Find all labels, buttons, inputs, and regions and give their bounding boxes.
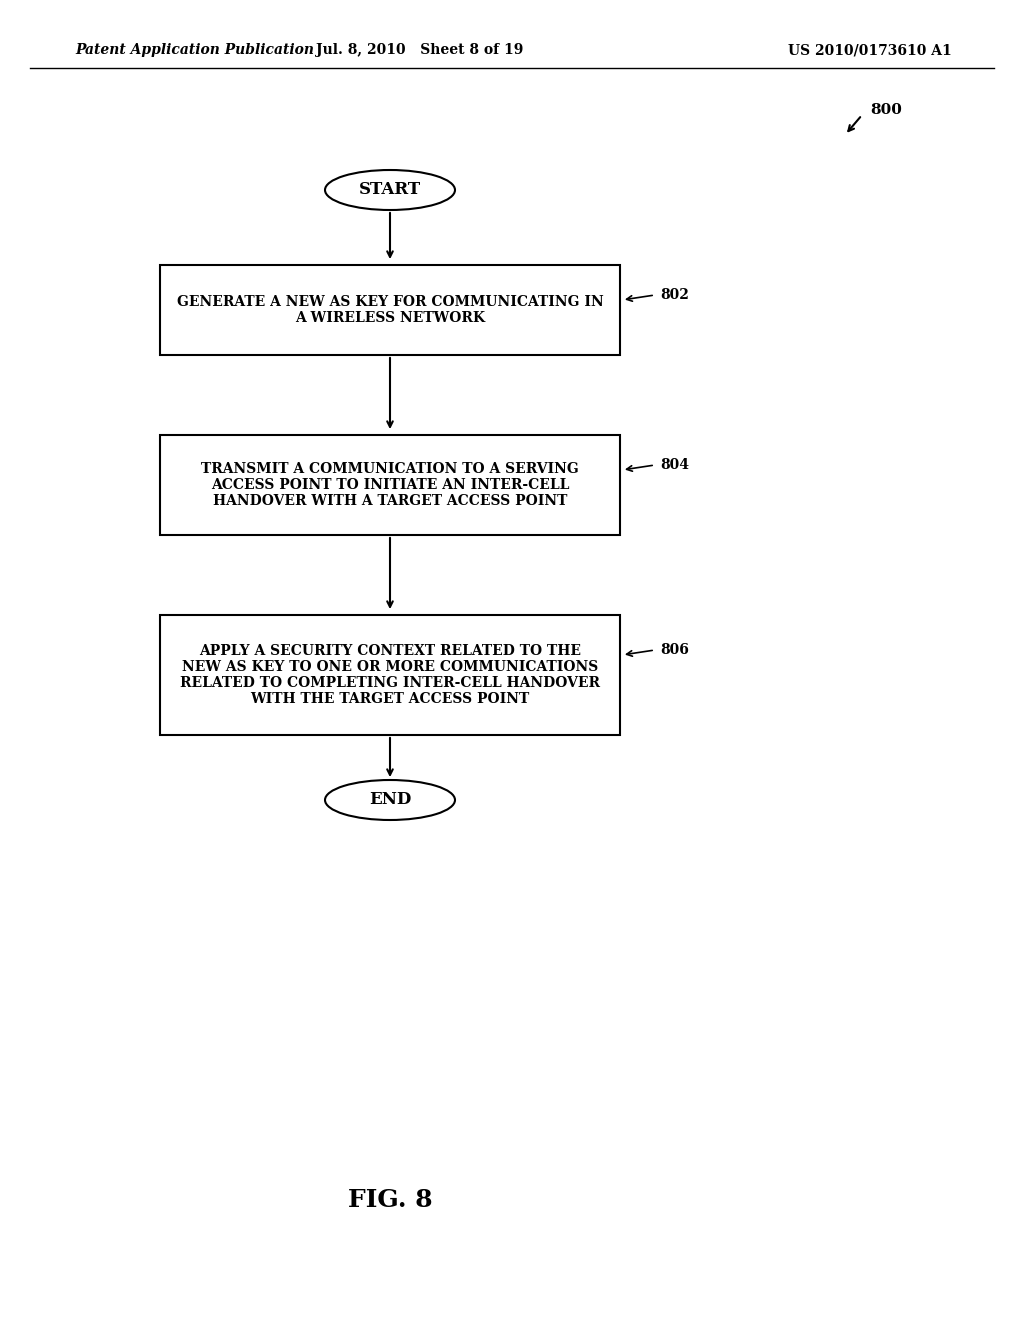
Text: TRANSMIT A COMMUNICATION TO A SERVING
ACCESS POINT TO INITIATE AN INTER-CELL
HAN: TRANSMIT A COMMUNICATION TO A SERVING AC… bbox=[201, 462, 579, 508]
Text: 800: 800 bbox=[870, 103, 902, 117]
Text: END: END bbox=[369, 792, 412, 808]
Text: 804: 804 bbox=[660, 458, 689, 473]
Text: FIG. 8: FIG. 8 bbox=[348, 1188, 432, 1212]
Text: 806: 806 bbox=[660, 643, 689, 657]
Text: Patent Application Publication: Patent Application Publication bbox=[75, 44, 314, 57]
Text: 802: 802 bbox=[660, 288, 689, 302]
Text: US 2010/0173610 A1: US 2010/0173610 A1 bbox=[788, 44, 952, 57]
Text: Jul. 8, 2010   Sheet 8 of 19: Jul. 8, 2010 Sheet 8 of 19 bbox=[316, 44, 523, 57]
Text: START: START bbox=[359, 181, 421, 198]
Text: APPLY A SECURITY CONTEXT RELATED TO THE
NEW AS KEY TO ONE OR MORE COMMUNICATIONS: APPLY A SECURITY CONTEXT RELATED TO THE … bbox=[180, 644, 600, 706]
Text: GENERATE A NEW AS KEY FOR COMMUNICATING IN
A WIRELESS NETWORK: GENERATE A NEW AS KEY FOR COMMUNICATING … bbox=[176, 294, 603, 325]
